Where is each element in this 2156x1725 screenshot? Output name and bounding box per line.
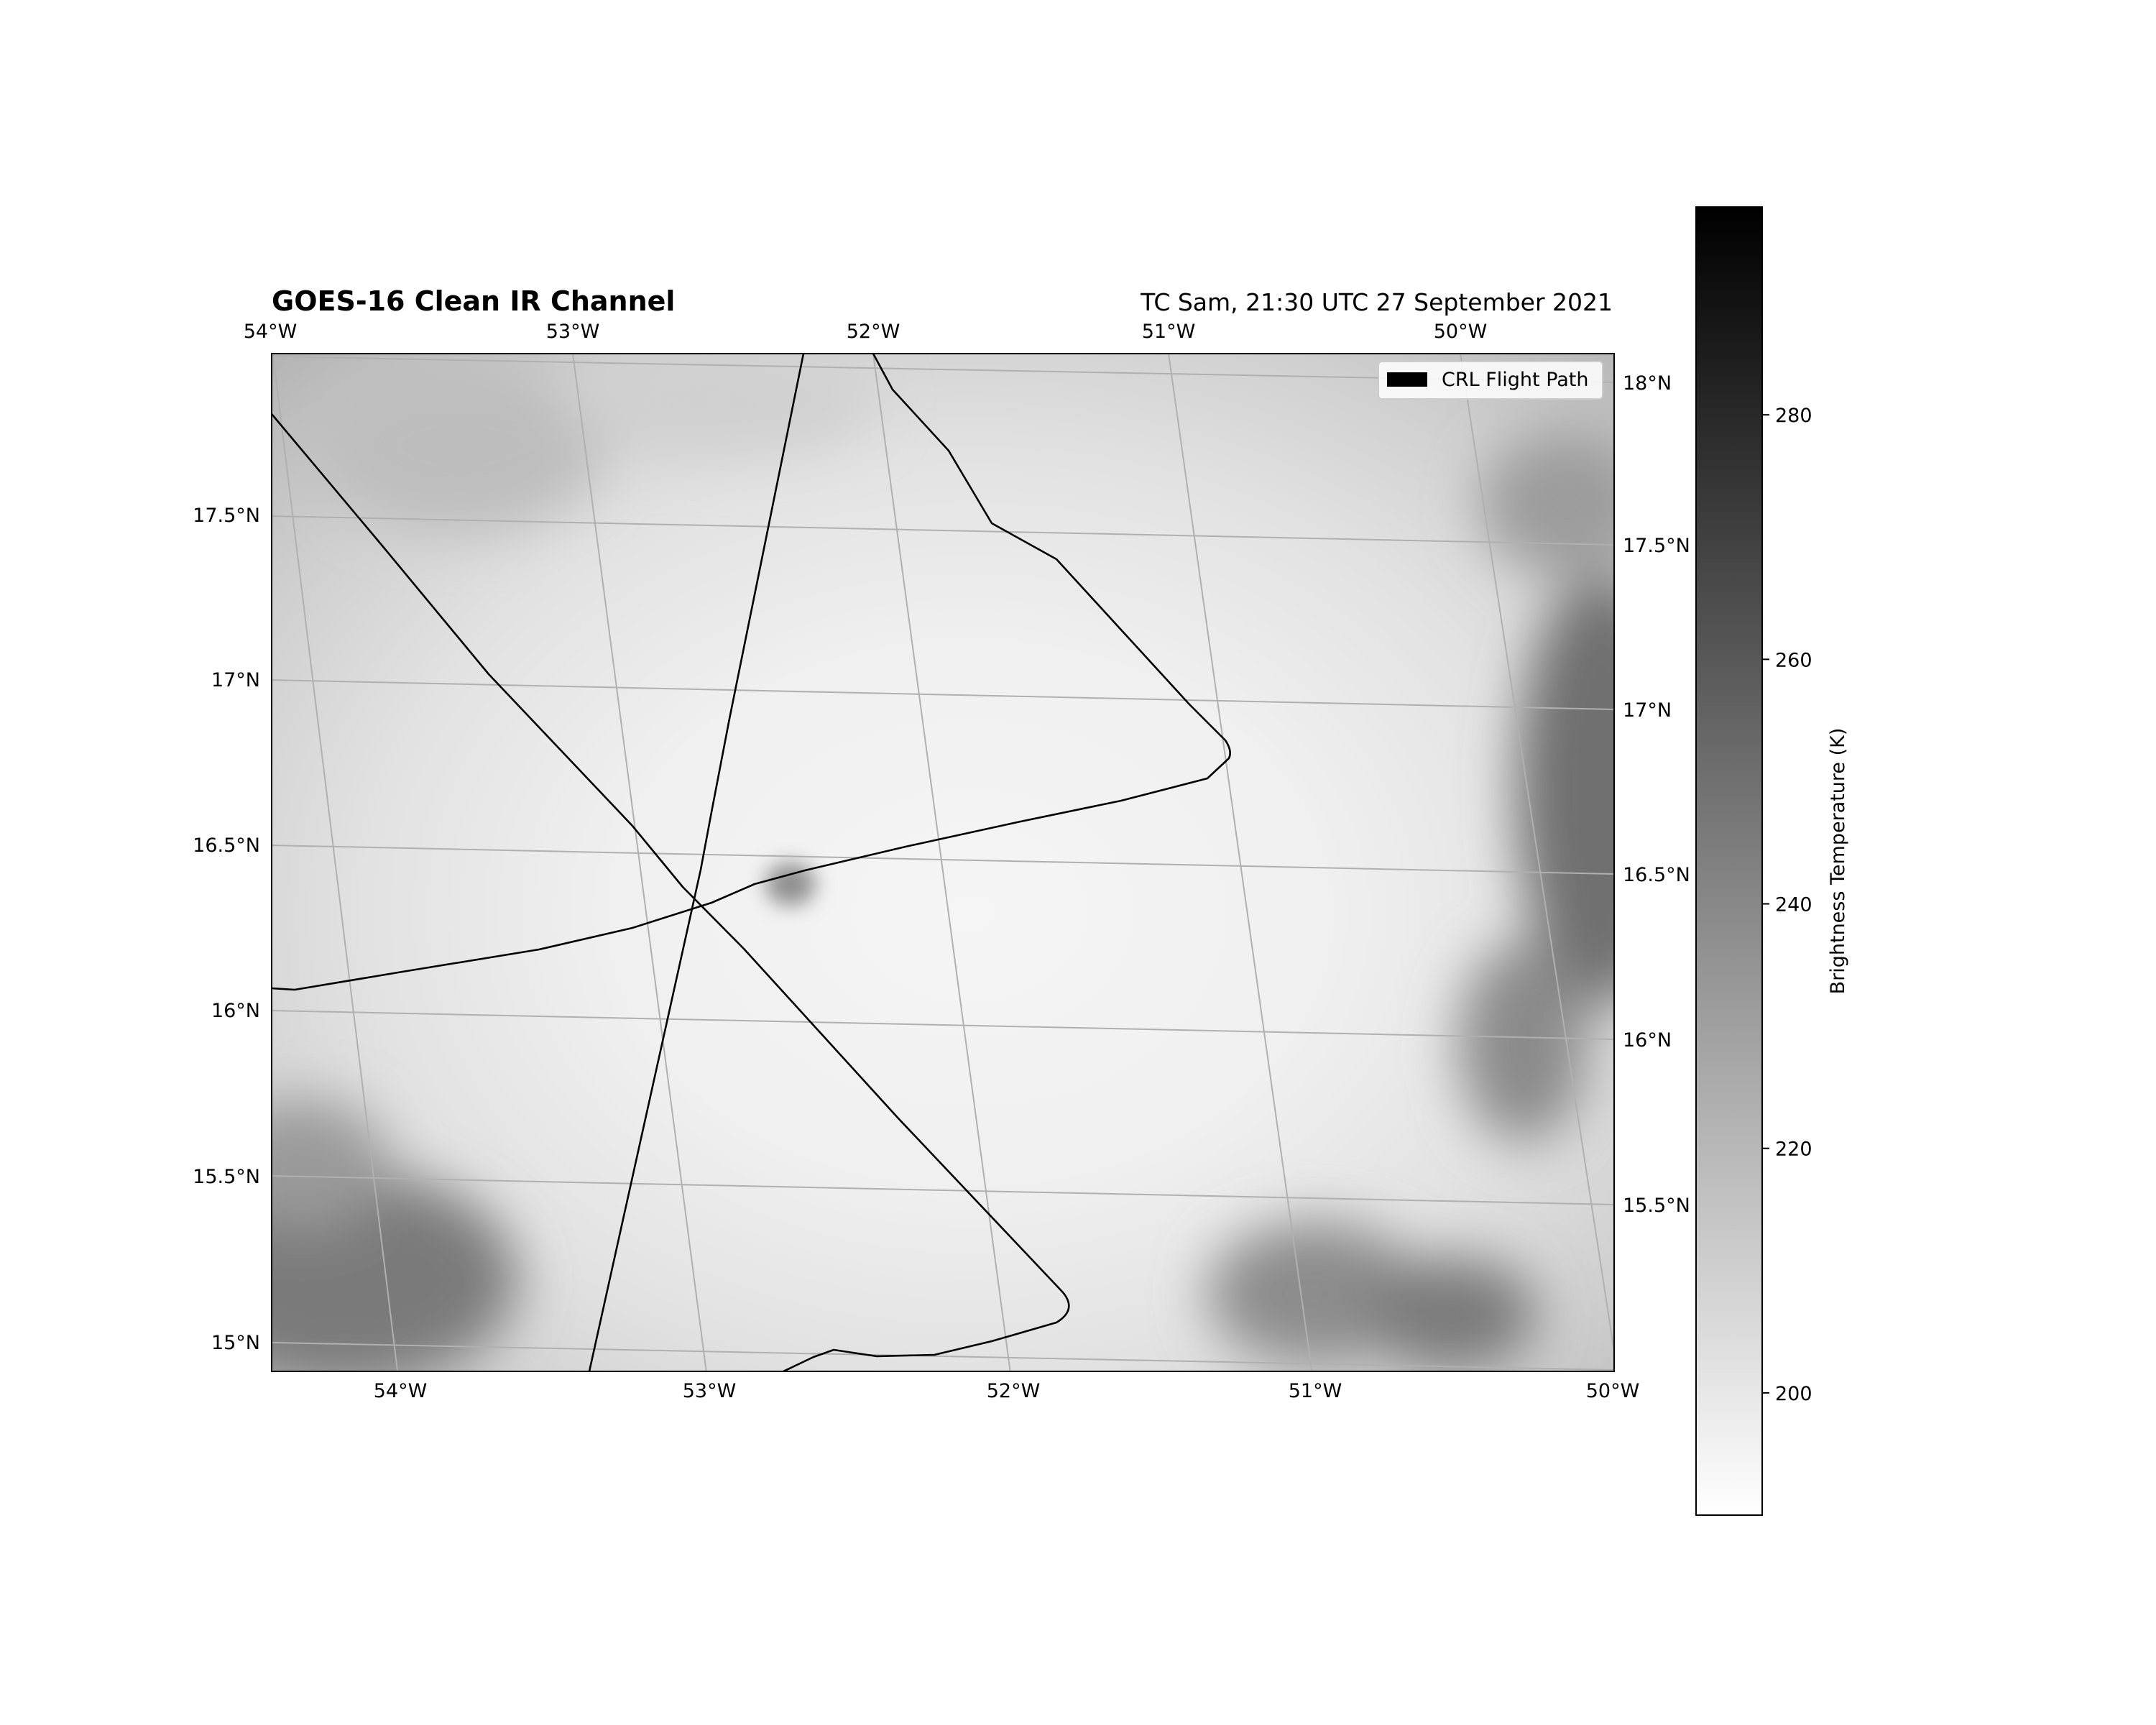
left-lat-label: 16.5°N	[193, 834, 260, 857]
top-lon-labels: 54°W 53°W 52°W 51°W 50°W	[244, 321, 1488, 343]
left-lat-label: 15.5°N	[193, 1166, 260, 1188]
parallel-line	[272, 515, 1614, 546]
eye-feature	[765, 862, 816, 906]
top-lon-label: 52°W	[847, 321, 900, 343]
colorbar-tick-label: 200	[1775, 1383, 1812, 1405]
parallel-line	[272, 1175, 1614, 1205]
left-lat-label: 17°N	[211, 669, 260, 691]
flight-path-segment	[588, 354, 805, 1371]
colorbar-tick-label: 260	[1775, 649, 1812, 671]
right-lat-label: 17.5°N	[1623, 535, 1690, 557]
parallel-line	[272, 1010, 1614, 1040]
colorbar-ticks: 200 220 240 260 280	[1762, 405, 1812, 1405]
top-lon-label: 54°W	[244, 321, 298, 343]
right-lat-label: 18°N	[1623, 372, 1672, 395]
cloud-texture	[272, 354, 1614, 1371]
right-lat-label: 16.5°N	[1623, 864, 1690, 886]
legend-swatch	[1387, 372, 1427, 387]
right-lat-label: 16°N	[1623, 1029, 1672, 1052]
map-area	[272, 354, 1614, 1371]
right-lat-label: 17°N	[1623, 699, 1672, 722]
meridian-line	[1460, 354, 1614, 1352]
left-lat-label: 15°N	[211, 1332, 260, 1354]
legend-label: CRL Flight Path	[1442, 369, 1589, 391]
bottom-lon-label: 54°W	[374, 1380, 428, 1402]
meridian-line	[272, 354, 399, 1371]
map-title: GOES-16 Clean IR Channel	[272, 285, 675, 317]
top-lon-label: 50°W	[1434, 321, 1488, 343]
colorbar-gradient	[1695, 206, 1763, 1516]
parallel-line	[272, 1342, 1614, 1371]
parallel-line	[272, 679, 1614, 710]
left-lat-label: 17.5°N	[193, 505, 260, 527]
colorbar-tick-label: 280	[1775, 405, 1812, 427]
meridian-line	[1168, 354, 1313, 1371]
parallel-line	[272, 845, 1614, 875]
meridian-line	[572, 354, 707, 1371]
map-frame	[271, 353, 1615, 1372]
colorbar: 200 220 240 260 280 Brightness Temperature (…	[1695, 206, 1849, 1516]
bottom-lon-label: 53°W	[683, 1380, 737, 1402]
top-lon-label: 53°W	[546, 321, 600, 343]
flight-path-segment	[272, 354, 1231, 991]
colorbar-tick-label: 220	[1775, 1138, 1812, 1161]
bottom-lon-label: 51°W	[1289, 1380, 1342, 1402]
graticule	[272, 354, 1614, 1371]
left-lat-labels: 17.5°N 17°N 16.5°N 16°N 15.5°N 15°N	[193, 505, 260, 1354]
bottom-lon-label: 50°W	[1586, 1380, 1640, 1402]
right-lat-labels: 18°N 17.5°N 17°N 16.5°N 16°N 15.5°N	[1623, 372, 1690, 1217]
top-lon-label: 51°W	[1142, 321, 1196, 343]
flight-path-segment	[272, 413, 1070, 1371]
map-subtitle: TC Sam, 21:30 UTC 27 September 2021	[1140, 288, 1613, 316]
legend-box	[1378, 361, 1603, 400]
bottom-lon-labels: 54°W 53°W 52°W 51°W 50°W	[374, 1380, 1640, 1402]
colorbar-tick-label: 240	[1775, 894, 1812, 916]
legend: CRL Flight Path	[1378, 361, 1603, 400]
right-lat-label: 15.5°N	[1623, 1195, 1690, 1217]
left-lat-label: 16°N	[211, 1000, 260, 1022]
meridian-line	[872, 354, 1011, 1371]
bottom-lon-label: 52°W	[987, 1380, 1041, 1402]
colorbar-label: Brightness Temperature (K)	[1827, 728, 1849, 995]
flight-path	[272, 354, 1231, 1371]
